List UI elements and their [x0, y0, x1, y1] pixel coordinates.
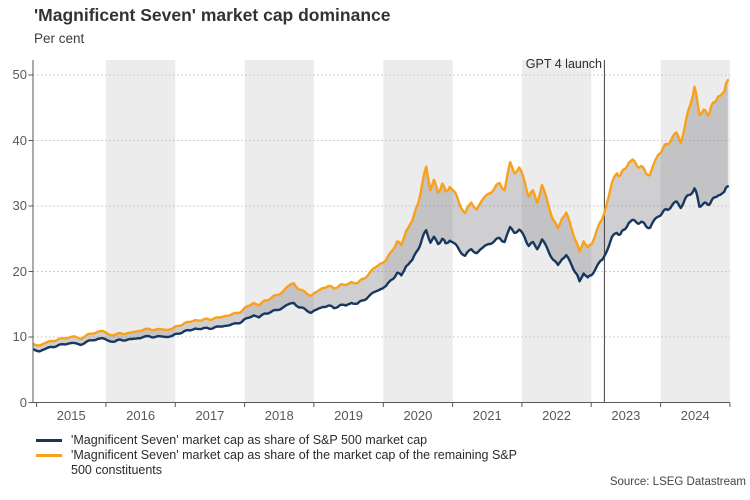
- sp500-share-line: [32, 185, 729, 353]
- legend-label: 'Magnificent Seven' market cap as share …: [71, 433, 428, 447]
- legend-item-sp500-share: 'Magnificent Seven' market cap as share …: [36, 433, 541, 447]
- year-band: [244, 60, 314, 403]
- year-band: [660, 60, 730, 403]
- year-band: [383, 60, 453, 403]
- year-band: [105, 60, 176, 403]
- navy-line-swatch: [36, 439, 62, 442]
- orange-line-swatch: [36, 454, 62, 458]
- legend: 'Magnificent Seven' market cap as share …: [36, 433, 541, 478]
- chart-title: 'Magnificent Seven' market cap dominance: [34, 5, 391, 25]
- chart-subtitle: Per cent: [34, 31, 85, 46]
- year-band: [521, 60, 592, 403]
- remaining-share-line: [32, 78, 729, 347]
- gpt4-launch-annotation: GPT 4 launch: [525, 57, 602, 71]
- legend-label: 'Magnificent Seven' market cap as share …: [71, 448, 517, 477]
- source-credit: Source: LSEG Datastream: [609, 476, 746, 488]
- legend-item-remaining-share: 'Magnificent Seven' market cap as share …: [36, 448, 541, 477]
